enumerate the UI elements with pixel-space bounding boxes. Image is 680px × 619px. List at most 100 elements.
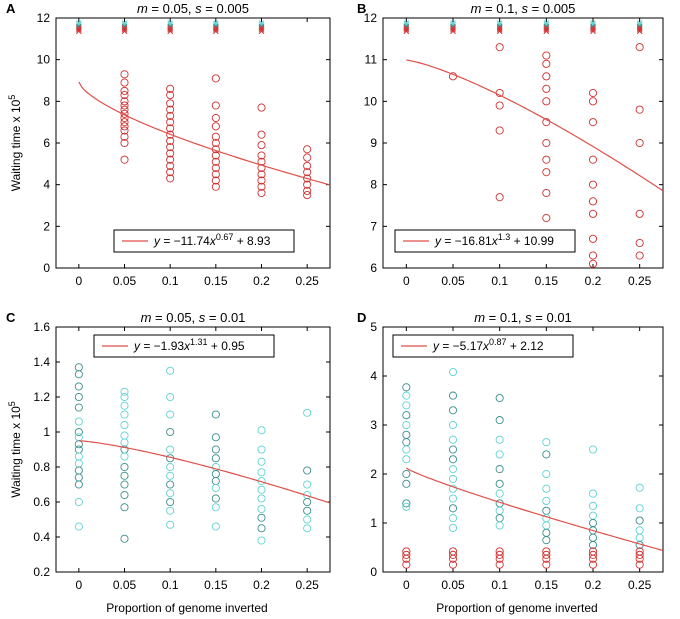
y-axis-label: Waiting time x 105: [7, 401, 23, 498]
data-point: [120, 452, 129, 461]
data-point: [448, 420, 458, 430]
data-point: [402, 411, 411, 420]
x-tick-label: 0.2: [253, 274, 270, 288]
data-point: [542, 168, 551, 177]
data-point: [166, 520, 175, 529]
data-point: [257, 513, 266, 522]
data-point: [120, 410, 129, 419]
data-point: [495, 101, 504, 110]
data-point: [120, 132, 129, 141]
data-point: [120, 97, 129, 106]
y-tick-label: 2: [370, 467, 377, 481]
data-point: [74, 480, 83, 489]
censored-marker: [636, 28, 643, 35]
data-point: [211, 476, 220, 486]
censored-marker: [75, 26, 82, 33]
data-point: [166, 118, 175, 127]
censored-marker: [496, 26, 503, 33]
x-tick-label: 0.15: [535, 578, 559, 592]
x-tick-label: 0.25: [628, 578, 652, 592]
legend-box: [392, 334, 574, 358]
data-point: [211, 522, 220, 531]
data-point: [257, 445, 266, 454]
censored-marker: [543, 26, 550, 33]
data-point: [303, 186, 312, 195]
data-point: [74, 427, 83, 437]
x-tick-label: 0.15: [204, 274, 228, 288]
data-point: [402, 455, 411, 464]
panel-letter: A: [6, 1, 16, 16]
fit-curve: [406, 467, 663, 552]
data-point: [635, 533, 644, 542]
data-point: [120, 78, 129, 87]
data-point: [120, 420, 129, 430]
x-axis-label: Proportion of genome inverted: [106, 601, 267, 615]
data-point: [402, 383, 411, 392]
data-point: [588, 251, 598, 260]
data-point: [211, 74, 220, 83]
data-point: [303, 153, 312, 162]
data-point: [166, 161, 175, 170]
x-tick-label: 0.1: [491, 274, 508, 288]
data-point: [74, 497, 83, 507]
data-point: [402, 445, 411, 454]
y-tick-label: 0.4: [33, 530, 50, 544]
data-point: [74, 392, 83, 402]
data-point: [211, 122, 220, 131]
data-point: [211, 494, 220, 503]
data-point: [588, 489, 598, 498]
data-point: [120, 86, 129, 95]
data-point: [588, 533, 598, 542]
data-point: [120, 101, 129, 110]
data-point: [402, 560, 411, 569]
data-point: [120, 118, 129, 127]
data-point: [448, 560, 458, 569]
data-point: [120, 105, 129, 114]
data-point: [166, 392, 175, 402]
data-point: [542, 72, 551, 81]
axes-box: [382, 326, 664, 573]
data-point: [588, 550, 598, 559]
data-point: [257, 457, 266, 466]
data-point: [166, 506, 175, 515]
data-point: [120, 480, 129, 489]
x-tick-label: 0.25: [295, 274, 319, 288]
data-point: [542, 59, 551, 68]
data-point: [166, 174, 175, 183]
data-point: [588, 180, 598, 189]
panel-a: 0 0.05 0.1 0.15 0.2 0.25 0 2 4 6 8 10 12 m = 0.05, s …: [6, 1, 331, 288]
plot-area: [74, 363, 330, 545]
chart-title: m = 0.05, s = 0.01: [141, 310, 246, 325]
data-point: [402, 479, 411, 488]
data-point: [588, 118, 598, 127]
x-tick-label: 0.1: [162, 274, 179, 288]
plot-area: [403, 20, 663, 268]
y-tick-label: 0: [43, 261, 50, 275]
panel-d: 0 0.05 0.1 0.15 0.2 0.25 0 1 2 3 4 5 m = 0.1, s = 0.…: [357, 310, 664, 615]
data-point: [495, 489, 504, 498]
data-point: [402, 502, 411, 511]
data-point: [303, 408, 312, 417]
data-point: [588, 501, 598, 510]
data-point: [542, 560, 551, 569]
x-tick-label: 0.2: [253, 578, 270, 592]
x-tick-label: 0.1: [162, 578, 179, 592]
data-point: [402, 420, 411, 430]
data-point: [542, 97, 551, 106]
data-point: [448, 523, 458, 532]
x-tick-label: 0.1: [491, 578, 508, 592]
data-point: [495, 126, 504, 135]
data-point: [211, 469, 220, 479]
data-point: [166, 149, 175, 158]
data-point: [257, 130, 266, 139]
data-point: [120, 431, 129, 440]
data-point: [166, 111, 175, 120]
legend-equation: y = −1.93x1.31 + 0.95: [133, 337, 245, 353]
data-point: [448, 494, 458, 503]
data-point: [120, 155, 129, 164]
data-point: [166, 155, 175, 164]
censored-marker: [450, 26, 456, 33]
data-point: [120, 503, 129, 512]
data-point: [542, 84, 551, 93]
y-tick-label: 9: [370, 136, 377, 150]
